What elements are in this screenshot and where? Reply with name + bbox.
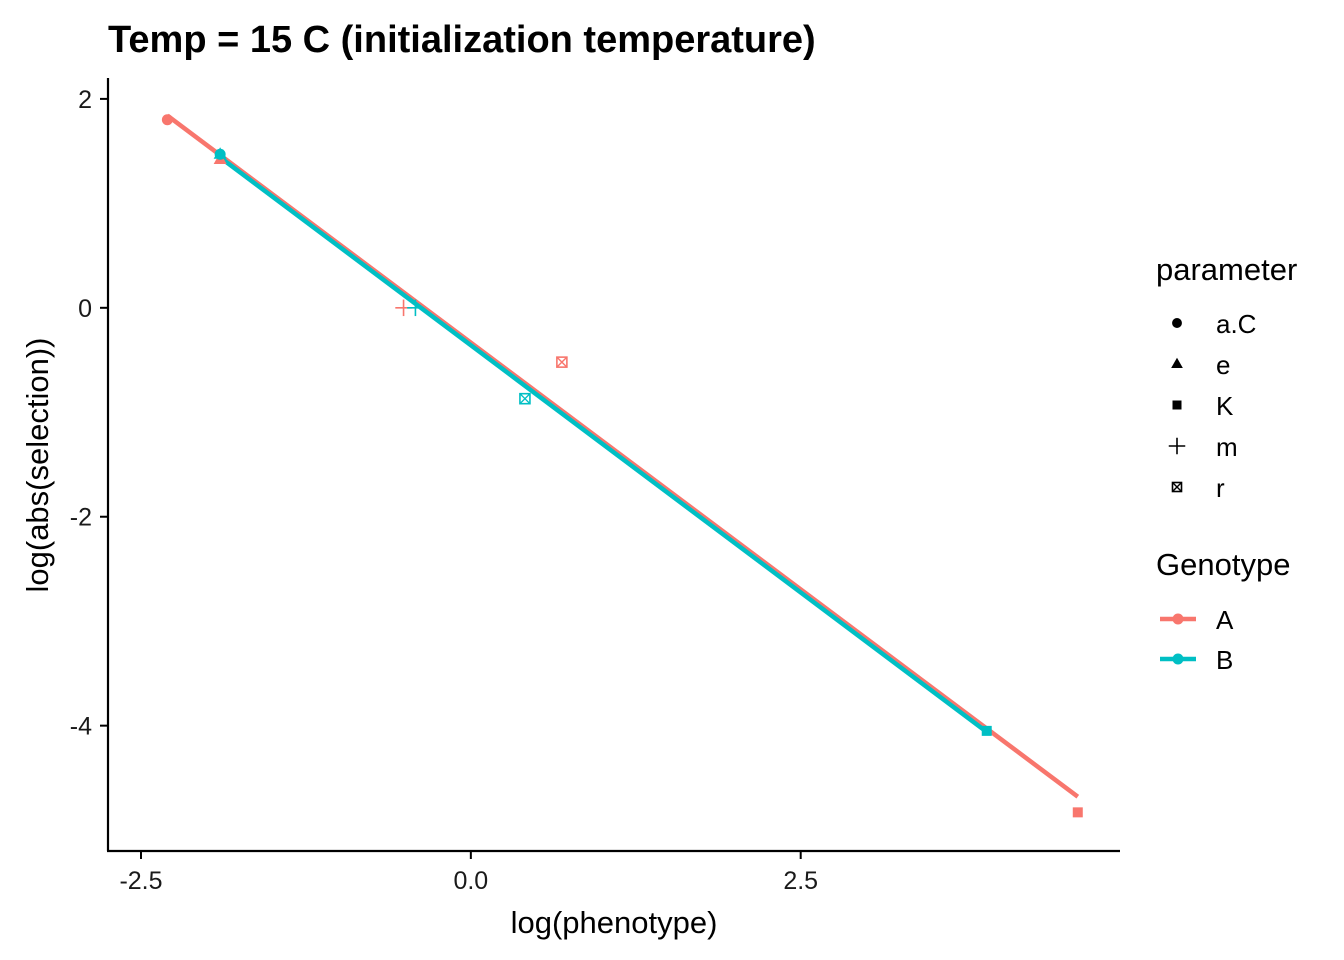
ac-key-icon [1172, 318, 1182, 328]
point-key-icon [1172, 613, 1184, 625]
legend-item-genotype-a: A [1160, 605, 1234, 635]
legend-item-genotype-b: B [1160, 645, 1233, 675]
legend-item-r: r [1171, 473, 1225, 503]
e-key-icon [1171, 357, 1183, 369]
data-point-a-r [556, 356, 568, 368]
y-tick-label: 2 [78, 86, 92, 114]
y-axis-title: log(abs(selection)) [20, 338, 55, 593]
point-key-icon [1172, 653, 1184, 665]
legend-item-ac: a.C [1172, 309, 1256, 339]
legend-item-e: e [1171, 350, 1230, 380]
data-point-b-r [519, 392, 531, 405]
fit-line-b [218, 155, 989, 734]
data-point-a-k [1072, 807, 1083, 818]
x-tick-label: 0.0 [453, 867, 488, 895]
x-tick-label: -2.5 [119, 867, 162, 895]
legend-label: a.C [1216, 309, 1256, 339]
legend-label: r [1216, 473, 1225, 503]
m-key-icon [1168, 437, 1186, 455]
shape-legend-title: parameter [1156, 252, 1297, 287]
color-legend-title: Genotype [1156, 547, 1290, 582]
x-tick-label: 2.5 [783, 867, 818, 895]
legend-label: e [1216, 350, 1230, 380]
y-tick-label: 0 [78, 295, 92, 323]
y-tick-label: -4 [70, 713, 92, 741]
legend-label: m [1216, 432, 1238, 462]
data-point-b-m [407, 299, 424, 317]
legend-label: B [1216, 645, 1233, 675]
legend-label: A [1216, 605, 1234, 635]
data-point-b-e [213, 147, 227, 159]
legend-item-m: m [1168, 432, 1238, 462]
x-axis-ticks: -2.5 0.0 2.5 [119, 851, 818, 895]
legend-label: K [1216, 391, 1234, 421]
data-point-b-k [981, 725, 992, 736]
x-axis-title: log(phenotype) [511, 905, 718, 940]
data-point-a-ac [161, 114, 173, 126]
y-tick-label: -2 [70, 504, 92, 532]
color-legend: AB [1160, 605, 1234, 675]
k-key-icon [1172, 400, 1182, 410]
legend-item-k: K [1172, 391, 1234, 421]
r-key-icon [1171, 481, 1183, 493]
y-axis-ticks: 2 0 -2 -4 [70, 86, 108, 741]
plot-area [161, 113, 1083, 818]
chart-title: Temp = 15 C (initialization temperature) [108, 19, 816, 61]
